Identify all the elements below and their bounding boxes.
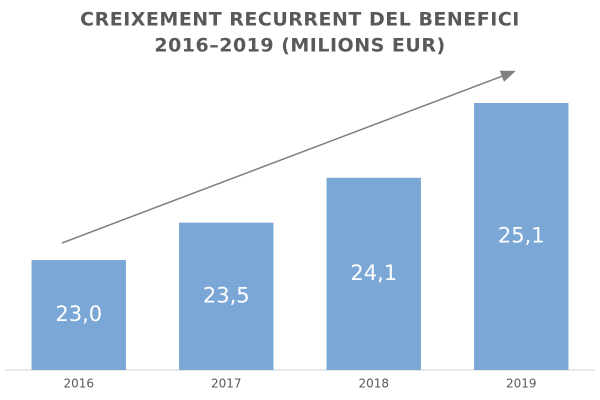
x-tick-label: 2017 [211,377,242,391]
trend-arrow [61,70,516,244]
x-tick-label: 2019 [506,377,537,391]
bar [179,222,274,370]
value-label: 25,1 [498,223,545,247]
chart-subtitle: 2016–2019 (MILIONS EUR) [154,35,445,57]
x-tick-label: 2018 [358,377,389,391]
bar [474,102,569,370]
value-label: 23,0 [55,302,102,326]
bar [31,260,126,370]
chart-title: CREIXEMENT RECURRENT DEL BENEFICI [80,9,520,31]
value-label: 23,5 [203,283,250,307]
value-label: 24,1 [350,261,397,285]
bar [326,177,421,370]
x-tick-label: 2016 [63,377,94,391]
